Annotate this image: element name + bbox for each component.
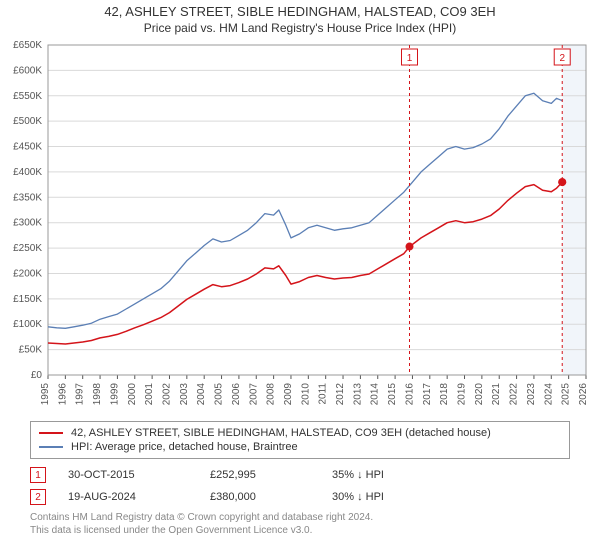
xtick-label: 2002 (161, 383, 172, 406)
marker-row: 2 19-AUG-2024 £380,000 30% ↓ HPI (30, 489, 570, 505)
legend-label: 42, ASHLEY STREET, SIBLE HEDINGHAM, HALS… (71, 427, 491, 439)
ytick-label: £300K (13, 218, 42, 229)
xtick-label: 2009 (283, 383, 294, 406)
xtick-label: 2017 (422, 383, 433, 406)
marker-price: £252,995 (210, 469, 310, 481)
ytick-label: £650K (13, 40, 42, 51)
ytick-label: £250K (13, 243, 42, 254)
xtick-label: 2004 (196, 383, 207, 406)
xtick-label: 1995 (40, 383, 51, 406)
ytick-label: £50K (19, 345, 43, 356)
xtick-label: 2007 (248, 383, 259, 406)
marker-table: 1 30-OCT-2015 £252,995 35% ↓ HPI 2 19-AUG-202… (30, 467, 570, 505)
marker-delta: 30% ↓ HPI (332, 491, 452, 503)
xtick-label: 2011 (318, 383, 329, 405)
chart-title-line2: Price paid vs. HM Land Registry's House … (0, 21, 600, 35)
ytick-label: £550K (13, 91, 42, 102)
xtick-label: 2015 (387, 383, 398, 406)
xtick-label: 1998 (92, 383, 103, 406)
xtick-label: 2005 (214, 383, 225, 406)
plot-border (48, 45, 586, 375)
ytick-label: £400K (13, 167, 42, 178)
xtick-label: 2010 (300, 383, 311, 406)
marker-number-box: 2 (30, 489, 46, 505)
marker-date: 30-OCT-2015 (68, 469, 188, 481)
ytick-label: £150K (13, 294, 42, 305)
xtick-label: 2020 (474, 383, 485, 406)
ytick-label: £450K (13, 142, 42, 153)
footnote-line1: Contains HM Land Registry data © Crown c… (30, 511, 570, 524)
footnote: Contains HM Land Registry data © Crown c… (30, 511, 570, 537)
xtick-label: 2003 (179, 383, 190, 406)
sale-marker-number: 2 (559, 53, 565, 64)
ytick-label: £0 (31, 370, 43, 381)
xtick-label: 2008 (266, 383, 277, 406)
xtick-label: 2022 (509, 383, 520, 406)
marker-number-box: 1 (30, 467, 46, 483)
xtick-label: 2013 (352, 383, 363, 406)
footnote-line2: This data is licensed under the Open Gov… (30, 524, 570, 537)
chart-title-line1: 42, ASHLEY STREET, SIBLE HEDINGHAM, HALS… (0, 4, 600, 19)
xtick-label: 2006 (231, 383, 242, 406)
xtick-label: 2014 (370, 383, 381, 406)
chart-title-block: 42, ASHLEY STREET, SIBLE HEDINGHAM, HALS… (0, 0, 600, 35)
ytick-label: £200K (13, 268, 42, 279)
marker-delta: 35% ↓ HPI (332, 469, 452, 481)
xtick-label: 2025 (561, 383, 572, 406)
legend-item: 42, ASHLEY STREET, SIBLE HEDINGHAM, HALS… (39, 426, 561, 440)
ytick-label: £500K (13, 116, 42, 127)
xtick-label: 2001 (144, 383, 155, 406)
xtick-label: 2023 (526, 383, 537, 406)
legend-label: HPI: Average price, detached house, Brai… (71, 441, 298, 453)
xtick-label: 2012 (335, 383, 346, 406)
xtick-label: 1997 (75, 383, 86, 406)
sale-marker-dot (406, 243, 414, 251)
xtick-label: 2026 (578, 383, 589, 406)
legend: 42, ASHLEY STREET, SIBLE HEDINGHAM, HALS… (30, 421, 570, 459)
xtick-label: 1999 (109, 383, 120, 406)
future-band (563, 45, 586, 375)
xtick-label: 1996 (57, 383, 68, 406)
legend-swatch (39, 432, 63, 434)
ytick-label: £350K (13, 192, 42, 203)
xtick-label: 2018 (439, 383, 450, 406)
xtick-label: 2016 (404, 383, 415, 406)
marker-price: £380,000 (210, 491, 310, 503)
sale-marker-dot (558, 178, 566, 186)
marker-row: 1 30-OCT-2015 £252,995 35% ↓ HPI (30, 467, 570, 483)
xtick-label: 2024 (543, 383, 554, 406)
xtick-label: 2000 (127, 383, 138, 406)
series-price_paid (48, 182, 562, 344)
chart-area: £0 £50K £100K £150K £200K £250K £300K £350K £400… (0, 35, 600, 415)
legend-item: HPI: Average price, detached house, Brai… (39, 440, 561, 454)
legend-swatch (39, 446, 63, 448)
ytick-label: £100K (13, 319, 42, 330)
xtick-label: 2021 (491, 383, 502, 406)
marker-date: 19-AUG-2024 (68, 491, 188, 503)
sale-marker-number: 1 (407, 53, 413, 64)
line-chart: £0 £50K £100K £150K £200K £250K £300K £350K £400… (0, 35, 600, 415)
series-hpi (48, 93, 563, 328)
xtick-label: 2019 (457, 383, 468, 406)
ytick-label: £600K (13, 65, 42, 76)
